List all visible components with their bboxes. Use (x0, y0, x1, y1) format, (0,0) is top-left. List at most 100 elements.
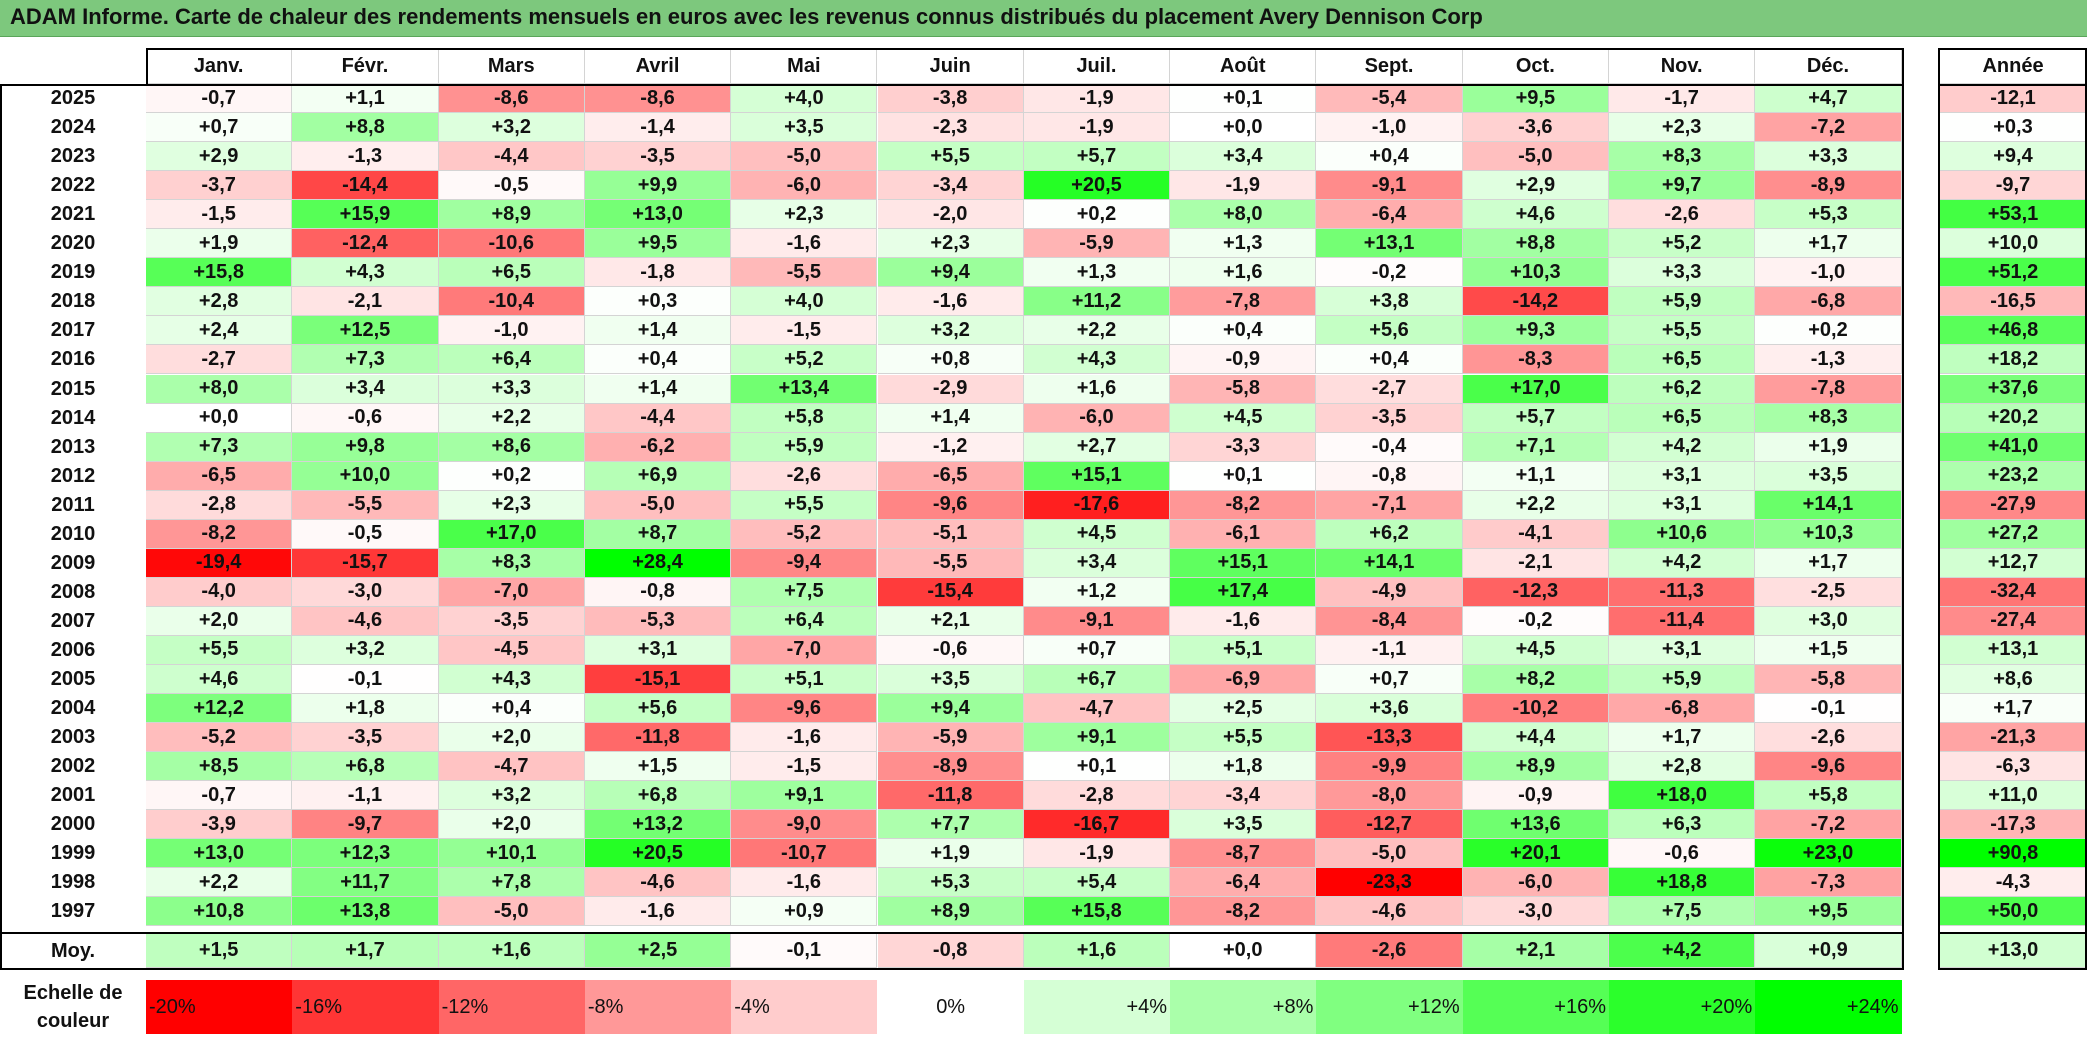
heatmap-cell: -3,5 (292, 723, 439, 753)
annual-cell: +53,1 (1940, 200, 2087, 230)
heatmap-cell: -3,0 (1462, 897, 1609, 927)
heatmap-cell: -16,7 (1023, 810, 1171, 840)
heatmap-cell: -4,5 (438, 635, 585, 665)
row-year-label: 1999 (50, 842, 96, 865)
month-header: Mars (438, 50, 585, 84)
heatmap-cell: +0,0 (1170, 113, 1317, 143)
heatmap-cell: +0,2 (1023, 200, 1171, 230)
heatmap-cell: +2,3 (731, 200, 878, 230)
heatmap-cell: +8,0 (1170, 200, 1317, 230)
heatmap-cell: -12,3 (1462, 577, 1609, 607)
row-year-label: 2025 (50, 87, 96, 110)
heatmap-cell: -1,3 (1755, 345, 1902, 375)
month-header: Août (1170, 50, 1317, 84)
heatmap-cell: +8,8 (292, 113, 439, 143)
row-year-label: 2013 (50, 435, 96, 458)
heatmap-cell: +4,6 (1462, 200, 1609, 230)
heatmap-cell: +4,3 (292, 258, 439, 288)
annual-cell: -27,9 (1940, 490, 2087, 520)
heatmap-cell: -3,4 (1170, 781, 1317, 811)
heatmap-cell: +2,2 (1462, 490, 1609, 520)
heatmap-cell: +9,8 (292, 432, 439, 462)
average-cell: +1,7 (292, 934, 439, 968)
heatmap-cell: -0,6 (292, 403, 439, 433)
color-scale-swatch: -4% (731, 980, 878, 1034)
color-scale-swatch: +20% (1609, 980, 1756, 1034)
heatmap-cell: -4,4 (438, 142, 585, 172)
row-year-label: 2018 (50, 290, 96, 313)
heatmap-cell: -14,2 (1462, 287, 1609, 317)
heatmap-cell: +1,4 (584, 316, 732, 346)
heatmap-cell: +9,5 (584, 229, 732, 259)
heatmap-cell: -5,5 (292, 490, 439, 520)
heatmap-cell: +1,5 (1755, 635, 1902, 665)
heatmap-cell: +1,7 (1755, 229, 1902, 259)
heatmap-cell: -5,1 (877, 519, 1024, 549)
annual-cell: +13,1 (1940, 635, 2087, 665)
heatmap-cell: -0,8 (1316, 461, 1463, 491)
heatmap-cell: +3,5 (877, 665, 1024, 695)
heatmap-cell: -5,9 (877, 723, 1024, 753)
heatmap-cell: +1,9 (1755, 432, 1902, 462)
heatmap-cell: -0,4 (1316, 432, 1463, 462)
heatmap-cell: -1,6 (877, 287, 1024, 317)
heatmap-cell: +11,7 (292, 868, 439, 898)
heatmap-cell: -2,6 (1609, 200, 1756, 230)
heatmap-cell: +6,3 (1609, 810, 1756, 840)
heatmap-cell: +1,8 (292, 694, 439, 724)
heatmap-cell: +2,2 (146, 868, 293, 898)
heatmap-cell: -2,1 (292, 287, 439, 317)
heatmap-cell: -5,0 (731, 142, 878, 172)
title-bar: ADAM Informe. Carte de chaleur des rende… (0, 0, 2087, 37)
heatmap-cell: -2,7 (1316, 374, 1463, 404)
heatmap-cell: +2,9 (146, 142, 293, 172)
heatmap-cell: +20,1 (1462, 839, 1609, 869)
average-annual-cell: +13,0 (1940, 934, 2087, 968)
heatmap-cell: -4,7 (1023, 694, 1171, 724)
heatmap-cell: -1,5 (731, 752, 878, 782)
heatmap-cell: -1,9 (1023, 839, 1171, 869)
heatmap-cell: -7,8 (1755, 374, 1902, 404)
heatmap-cell: +2,0 (438, 810, 585, 840)
heatmap-cell: -2,8 (1023, 781, 1171, 811)
heatmap-cell: -9,9 (1316, 752, 1463, 782)
heatmap-cell: -7,0 (438, 577, 585, 607)
heatmap-cell: +10,3 (1755, 519, 1902, 549)
heatmap-cell: +2,2 (1023, 316, 1171, 346)
heatmap-cell: +2,4 (146, 316, 293, 346)
heatmap-cell: +15,8 (1023, 897, 1171, 927)
heatmap-cell: -1,5 (146, 200, 293, 230)
heatmap-cell: +0,4 (1170, 316, 1317, 346)
heatmap-cell: +9,1 (1023, 723, 1171, 753)
heatmap-cell: -11,8 (877, 781, 1024, 811)
heatmap-cell: +20,5 (584, 839, 732, 869)
heatmap-cell: +5,9 (1609, 665, 1756, 695)
heatmap-cell: +11,2 (1023, 287, 1171, 317)
heatmap-cell: -1,0 (1755, 258, 1902, 288)
row-year-label: 2007 (50, 609, 96, 632)
heatmap-cell: +2,7 (1023, 432, 1171, 462)
heatmap-cell: -8,6 (584, 84, 732, 114)
average-cell: -2,6 (1316, 934, 1463, 968)
heatmap-cell: +3,0 (1755, 606, 1902, 636)
heatmap-cell: +4,0 (731, 287, 878, 317)
heatmap-cell: +6,8 (292, 752, 439, 782)
heatmap-cell: -1,1 (292, 781, 439, 811)
heatmap-cell: +8,6 (438, 432, 585, 462)
month-header: Déc. (1755, 50, 1902, 84)
heatmap-cell: +5,5 (1609, 316, 1756, 346)
heatmap-cell: +3,1 (584, 635, 732, 665)
heatmap-cell: +0,7 (146, 113, 293, 143)
heatmap-cell: +5,5 (1170, 723, 1317, 753)
heatmap-cell: +6,2 (1316, 519, 1463, 549)
heatmap-cell: +3,5 (1170, 810, 1317, 840)
heatmap-cell: +0,8 (877, 345, 1024, 375)
heatmap-cell: +6,4 (438, 345, 585, 375)
heatmap-cell: +3,2 (438, 781, 585, 811)
heatmap-cell: +1,9 (877, 839, 1024, 869)
average-separator (0, 932, 1904, 934)
annual-cell: +0,3 (1940, 113, 2087, 143)
average-cell: +0,9 (1755, 934, 1902, 968)
heatmap-cell: -6,0 (731, 171, 878, 201)
heatmap-cell: -3,8 (877, 84, 1024, 114)
